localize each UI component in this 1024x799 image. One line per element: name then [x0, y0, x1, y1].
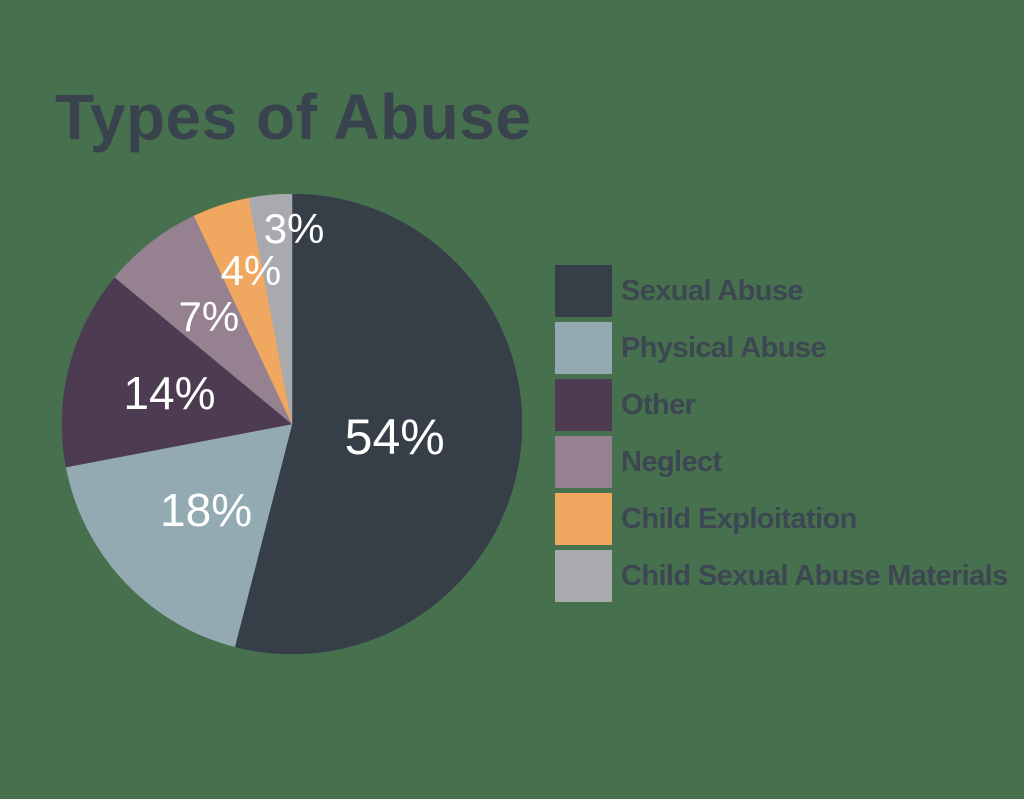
- legend-swatch-child-exploitation: [555, 493, 612, 545]
- legend-label-child-sexual-abuse-materials: Child Sexual Abuse Materials: [621, 559, 1008, 592]
- legend-swatch-neglect: [555, 436, 612, 488]
- pie-slice-other: [62, 277, 293, 468]
- legend-label-child-exploitation: Child Exploitation: [621, 502, 857, 535]
- pie-slice-sexual-abuse: [234, 194, 522, 654]
- legend-label-sexual-abuse: Sexual Abuse: [621, 274, 804, 307]
- legend-swatch-child-sexual-abuse-materials: [555, 550, 612, 602]
- pie-value-label-neglect: 7%: [178, 292, 240, 340]
- chart-title: Types of Abuse: [55, 81, 532, 153]
- legend-label-neglect: Neglect: [621, 445, 722, 478]
- pie-chart: 54% 18% 14% 7% 4% 3%: [62, 194, 522, 654]
- pie-value-label-sexual-abuse: 54%: [344, 408, 445, 465]
- legend-item-neglect: Neglect: [555, 436, 1008, 488]
- pie-slice-physical-abuse: [65, 423, 293, 648]
- pie-value-label-physical-abuse: 18%: [160, 484, 253, 537]
- pie-slice-child-sexual-abuse-materials: [248, 194, 293, 425]
- legend-swatch-other: [555, 379, 612, 431]
- pie-svg: [62, 194, 522, 654]
- legend: Sexual Abuse Physical Abuse Other Neglect Ch…: [555, 265, 1008, 602]
- pie-value-label-child-sexual-abuse-materials: 3%: [263, 204, 325, 252]
- legend-swatch-physical-abuse: [555, 322, 612, 374]
- legend-label-other: Other: [621, 388, 696, 421]
- pie-value-label-other: 14%: [123, 366, 216, 419]
- legend-swatch-sexual-abuse: [555, 265, 612, 317]
- legend-item-sexual-abuse: Sexual Abuse: [555, 265, 1008, 317]
- legend-item-physical-abuse: Physical Abuse: [555, 322, 1008, 374]
- legend-item-other: Other: [555, 379, 1008, 431]
- pie-value-label-child-exploitation: 4%: [220, 246, 282, 294]
- pie-slice-neglect: [114, 215, 293, 425]
- legend-label-physical-abuse: Physical Abuse: [621, 331, 827, 364]
- legend-item-child-sexual-abuse-materials: Child Sexual Abuse Materials: [555, 550, 1008, 602]
- legend-item-child-exploitation: Child Exploitation: [555, 493, 1008, 545]
